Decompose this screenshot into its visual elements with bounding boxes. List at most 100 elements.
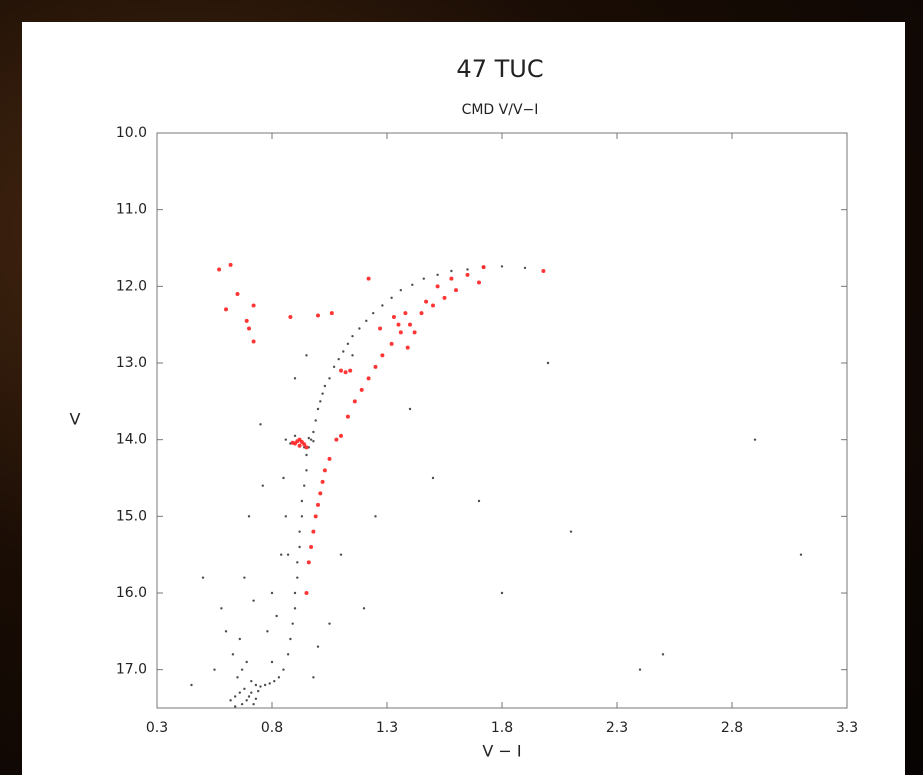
data-point [300,499,304,503]
data-point [316,313,320,318]
x-tick-label: 0.8 [261,720,283,736]
plot-frame [156,132,848,709]
data-point [263,683,267,687]
data-point [329,311,334,316]
data-point [348,368,353,373]
y-tick-label: 11.0 [116,202,147,218]
data-point [304,445,309,450]
data-point [293,607,297,610]
data-point [465,272,470,277]
data-point [224,630,228,633]
data-point [403,311,408,316]
data-point [365,319,368,323]
data-point [477,499,481,503]
data-point [309,438,313,441]
data-point [753,438,757,441]
data-point [799,553,803,556]
data-point [351,334,354,338]
data-point [312,430,315,434]
data-point [342,350,345,353]
data-point [290,440,295,445]
data-point [466,268,469,271]
y-tick-label: 10.0 [116,125,147,141]
data-point [312,676,315,679]
data-point [339,368,343,373]
data-point [307,436,310,440]
data-point [373,364,378,369]
data-point [293,377,297,380]
data-point [217,267,222,272]
data-point [316,407,320,411]
y-axis-title: V [70,410,81,429]
y-tick-label: 12.0 [116,278,147,294]
data-point [328,622,331,625]
data-point [304,591,309,595]
data-point [213,668,216,671]
data-point [313,514,318,519]
x-axis-title: V − I [482,742,521,761]
data-point [408,407,412,411]
data-point [328,377,331,380]
data-point [303,484,306,487]
data-point [359,387,364,392]
data-point [300,515,304,518]
data-point [270,591,274,595]
data-point [332,365,336,369]
data-point [235,292,240,296]
data-point [286,553,290,556]
data-point [296,561,299,564]
data-point [268,682,271,685]
data-point [320,479,325,484]
data-point [316,502,320,507]
plot-panel [22,22,905,775]
data-point [284,438,287,441]
data-point [399,288,402,292]
data-point [449,276,454,281]
x-tick-label: 0.3 [146,720,168,736]
data-point [245,699,248,702]
data-point [247,515,251,518]
data-point [238,637,241,641]
data-point [396,322,401,327]
data-point [305,453,308,457]
data-point [277,676,281,679]
data-point [431,303,435,308]
data-point [323,384,327,388]
data-point [240,702,244,706]
data-point [247,695,251,698]
data-point [366,376,371,381]
data-point [398,330,403,335]
data-point [282,668,285,671]
data-point [419,311,424,316]
data-point [251,339,256,344]
x-tick-label: 2.3 [606,720,628,736]
data-point [224,307,228,312]
data-point [229,699,232,702]
data-point [435,284,440,289]
data-point [661,653,665,656]
data-point [546,361,550,365]
data-point [305,354,308,357]
data-point [431,476,435,480]
data-point [282,476,285,480]
data-point [541,269,546,273]
data-point [288,315,293,319]
data-point [638,668,642,671]
data-point [270,660,274,664]
data-point [234,695,237,698]
data-point [436,273,439,277]
data-point [337,357,340,361]
data-point [322,468,327,473]
data-point [297,437,302,442]
data-point [254,683,258,687]
data-point [190,683,193,687]
data-point [280,553,283,556]
data-point [261,484,264,487]
data-point [293,434,297,438]
data-point [372,311,375,315]
data-point [339,553,343,556]
data-point [220,607,223,610]
data-point [523,266,527,270]
